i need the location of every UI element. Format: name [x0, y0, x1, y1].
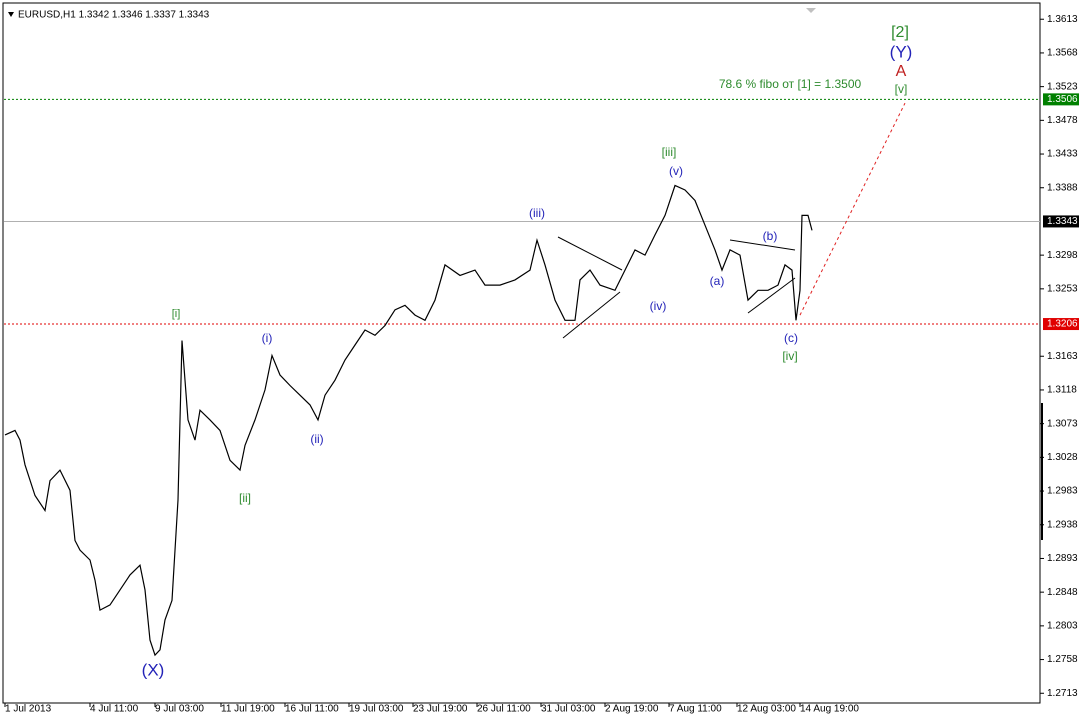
y-tick-label: 1.3478 — [1047, 115, 1078, 126]
y-tick-label: 1.3163 — [1047, 351, 1078, 362]
wave-label: (iv) — [650, 299, 667, 313]
y-tick-label: 1.2803 — [1047, 621, 1078, 632]
trend-line — [747, 277, 796, 314]
wave-label: (b) — [763, 229, 778, 243]
y-tick-label: 1.3253 — [1047, 283, 1078, 294]
wave-label: [v] — [895, 82, 908, 96]
wave-label: (a) — [710, 274, 725, 288]
wave-label: [i] — [172, 308, 181, 320]
y-tick-label: 1.3613 — [1047, 14, 1078, 25]
price-line — [4, 184, 813, 657]
wave-label: [ii] — [239, 491, 251, 505]
level-label: 1.3506 — [1047, 94, 1078, 105]
chart-title: EURUSD,H1 1.3342 1.3346 1.3337 1.3343 — [18, 10, 210, 21]
wave-label: [iii] — [662, 145, 677, 159]
wave-label: (X) — [142, 660, 165, 679]
x-tick-label: 23 Jul 19:00 — [413, 704, 468, 715]
menu-arrow — [8, 12, 14, 17]
x-tick-label: 11 Jul 19:00 — [221, 704, 275, 715]
x-tick-label: 2 Aug 19:00 — [605, 704, 659, 715]
wave-label: 78.6 % fibo от [1] = 1.3500 — [719, 77, 862, 91]
scroll-marker — [806, 8, 816, 13]
wave-label: A — [896, 63, 907, 80]
trend-line — [557, 236, 623, 271]
y-tick-label: 1.3388 — [1047, 182, 1078, 193]
trend-line — [729, 239, 796, 251]
y-tick-label: 1.2713 — [1047, 688, 1078, 699]
x-tick-label: 31 Jul 03:00 — [541, 704, 596, 715]
x-tick-label: 12 Aug 03:00 — [737, 704, 796, 715]
wave-label: (c) — [784, 331, 798, 345]
plot-frame — [2, 2, 1041, 704]
wave-label: (ii) — [310, 432, 323, 446]
level-box — [1043, 318, 1079, 331]
y-tick-label: 1.2758 — [1047, 654, 1078, 665]
x-tick-label: 16 Jul 11:00 — [285, 704, 339, 715]
x-tick-label: 26 Jul 11:00 — [477, 704, 531, 715]
y-tick-label: 1.3073 — [1047, 418, 1078, 429]
level-label: 1.3343 — [1047, 216, 1078, 227]
y-tick-label: 1.2983 — [1047, 486, 1078, 497]
y-tick-label: 1.2893 — [1047, 553, 1078, 564]
level-label: 1.3206 — [1047, 319, 1078, 330]
wave-label: (i) — [262, 331, 273, 345]
x-tick-label: 1 Jul 2013 — [5, 704, 52, 715]
y-tick-label: 1.2938 — [1047, 519, 1078, 530]
wave-label: (v) — [669, 164, 683, 178]
y-tick-label: 1.2848 — [1047, 587, 1078, 598]
wave-label: (iii) — [529, 206, 545, 220]
y-tick-label: 1.3523 — [1047, 81, 1078, 92]
wave-label: [iv] — [782, 349, 797, 363]
x-tick-label: 14 Aug 19:00 — [800, 704, 859, 715]
wave-label: [2] — [891, 24, 909, 41]
y-tick-label: 1.3298 — [1047, 250, 1078, 261]
wave-label: (Y) — [890, 42, 913, 61]
y-tick-label: 1.3118 — [1047, 385, 1077, 396]
x-tick-label: 19 Jul 03:00 — [349, 704, 404, 715]
x-tick-label: 7 Aug 11:00 — [669, 704, 722, 715]
x-tick-label: 9 Jul 03:00 — [155, 704, 204, 715]
y-tick-label: 1.3568 — [1047, 48, 1078, 59]
level-box — [1043, 215, 1079, 228]
y-tick-label: 1.3028 — [1047, 452, 1078, 463]
x-tick-label: 4 Jul 11:00 — [90, 704, 139, 715]
y-tick-label: 1.3433 — [1047, 149, 1078, 160]
level-box — [1043, 93, 1079, 106]
trend-line — [562, 291, 621, 339]
trend-lines — [557, 236, 796, 339]
